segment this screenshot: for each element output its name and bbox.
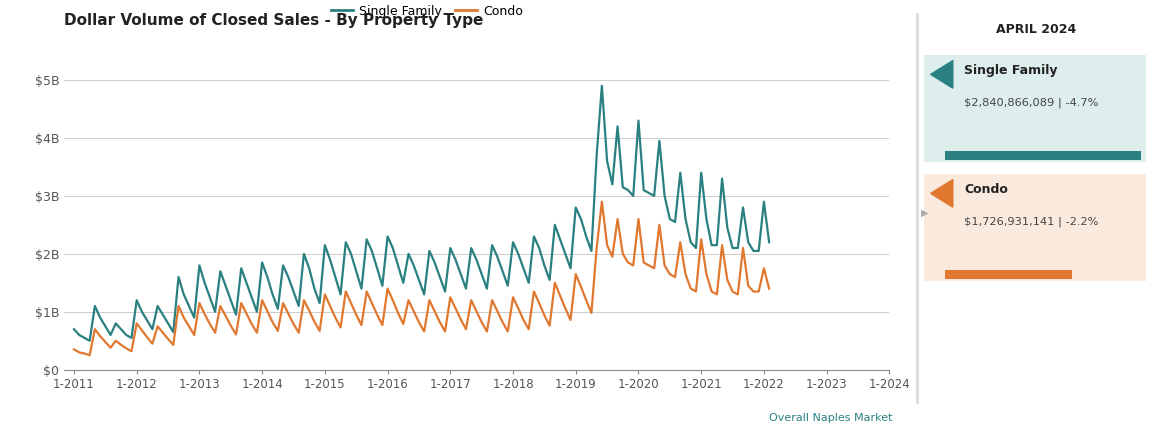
Text: $2,840,866,089 | -4.7%: $2,840,866,089 | -4.7% xyxy=(964,98,1098,108)
Condo xyxy=(224,323,238,328)
Single Family xyxy=(224,298,238,303)
Polygon shape xyxy=(931,179,953,207)
Single Family xyxy=(762,240,776,245)
Condo xyxy=(725,289,739,294)
Text: Overall Naples Market: Overall Naples Market xyxy=(769,413,893,423)
Single Family xyxy=(245,295,259,300)
Condo xyxy=(109,338,122,343)
Condo xyxy=(83,353,97,358)
Polygon shape xyxy=(931,61,953,88)
Condo xyxy=(67,347,81,352)
Single Family xyxy=(338,240,352,245)
Single Family xyxy=(83,338,97,343)
Text: ▶: ▶ xyxy=(921,207,927,218)
Condo xyxy=(762,286,776,291)
Single Family xyxy=(595,83,609,88)
Text: Condo: Condo xyxy=(964,183,1008,196)
Text: APRIL 2024: APRIL 2024 xyxy=(996,23,1076,37)
Condo xyxy=(731,292,745,297)
Line: Condo: Condo xyxy=(74,202,769,355)
Single Family xyxy=(109,321,122,326)
Condo xyxy=(338,289,352,294)
Text: Dollar Volume of Closed Sales - By Property Type: Dollar Volume of Closed Sales - By Prope… xyxy=(64,13,483,28)
Single Family xyxy=(67,327,81,332)
Single Family xyxy=(731,246,745,251)
Text: Single Family: Single Family xyxy=(964,64,1058,77)
Line: Single Family: Single Family xyxy=(74,86,769,341)
Text: $1,726,931,141 | -2.2%: $1,726,931,141 | -2.2% xyxy=(964,217,1098,227)
Legend: Single Family, Condo: Single Family, Condo xyxy=(326,0,528,23)
Single Family xyxy=(725,246,739,251)
Condo xyxy=(595,199,609,204)
Condo xyxy=(245,321,259,326)
